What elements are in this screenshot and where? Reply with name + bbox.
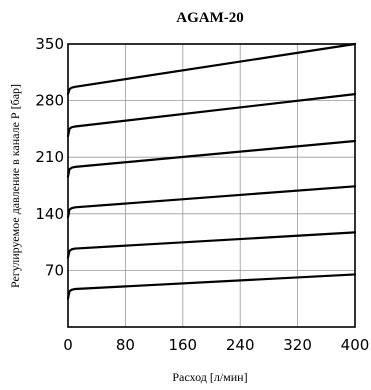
x-tick-label: 0: [63, 336, 73, 354]
tick-layer: 0 80 160 240 320 400 70 140 210 280 350: [35, 35, 369, 354]
x-tick-label: 320: [283, 336, 312, 354]
x-tick-label: 80: [116, 336, 135, 354]
y-tick-label: 350: [35, 35, 64, 53]
y-tick-label: 70: [45, 261, 64, 279]
pressure-curve-4: [66, 139, 357, 178]
x-axis-label: Расход [л/мин]: [172, 370, 247, 384]
grid-layer: [68, 44, 355, 327]
x-tick-label: 160: [168, 336, 197, 354]
y-tick-label: 280: [35, 92, 64, 110]
x-tick-label: 400: [341, 336, 370, 354]
y-axis-label: Регулируемое давление в канале Р [бар]: [8, 84, 22, 288]
chart-title: AGAM-20: [176, 10, 244, 26]
y-tick-label: 140: [35, 205, 64, 223]
series-layer: [66, 42, 357, 300]
y-tick-label: 210: [35, 148, 64, 166]
plot-frame: [67, 43, 356, 328]
x-tick-label: 240: [226, 336, 255, 354]
pressure-curve-3: [66, 185, 357, 219]
pressure-curve-2: [66, 231, 357, 259]
pressure-curve-1: [66, 273, 357, 300]
pressure-curve-5: [66, 93, 357, 138]
pressure-curve-6: [66, 42, 357, 96]
